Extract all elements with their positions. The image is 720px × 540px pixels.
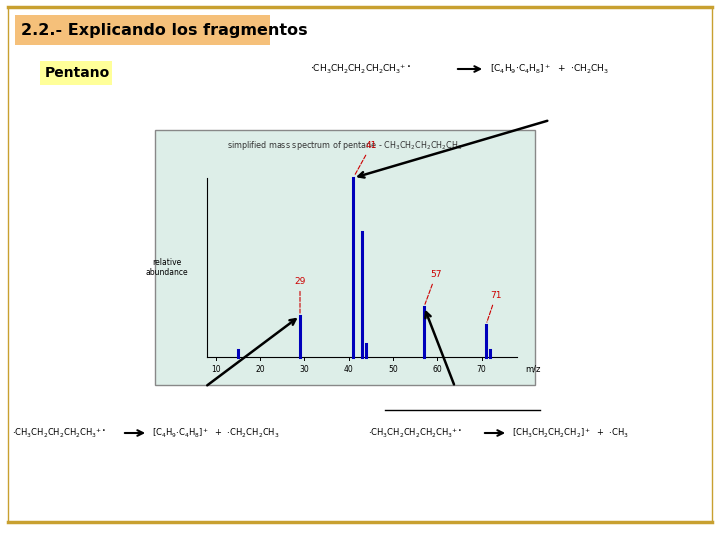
Text: 41: 41 bbox=[354, 141, 377, 176]
Text: 20: 20 bbox=[256, 365, 265, 374]
Text: [CH$_3$CH$_2$CH$_2$CH$_2$]$^+$  $+$  $\cdot$CH$_3$: [CH$_3$CH$_2$CH$_2$CH$_2$]$^+$ $+$ $\cdo… bbox=[512, 427, 629, 440]
Bar bbox=[40, 61, 112, 85]
Text: 71: 71 bbox=[487, 291, 502, 322]
Bar bbox=[155, 130, 535, 385]
Text: 40: 40 bbox=[344, 365, 354, 374]
Text: 10: 10 bbox=[211, 365, 220, 374]
Text: $\cdot$CH$_3$CH$_2$CH$_2$CH$_2$CH$_3$$^{+\bullet}$: $\cdot$CH$_3$CH$_2$CH$_2$CH$_2$CH$_3$$^{… bbox=[310, 63, 411, 76]
Text: Pentano: Pentano bbox=[45, 66, 110, 80]
Text: simplified mass spectrum of pentane - CH$_3$CH$_2$CH$_2$CH$_2$CH$_3$: simplified mass spectrum of pentane - CH… bbox=[228, 138, 463, 152]
Text: 2.2.- Explicando los fragmentos: 2.2.- Explicando los fragmentos bbox=[21, 23, 307, 37]
Text: 57: 57 bbox=[425, 270, 442, 304]
Text: 30: 30 bbox=[300, 365, 310, 374]
Text: m/z: m/z bbox=[525, 365, 541, 374]
Text: 50: 50 bbox=[388, 365, 398, 374]
Text: relative
abundance: relative abundance bbox=[145, 258, 189, 277]
Text: [C$_4$H$_9$$\cdot$C$_4$H$_8$]$^+$  $+$  $\cdot$CH$_2$CH$_3$: [C$_4$H$_9$$\cdot$C$_4$H$_8$]$^+$ $+$ $\… bbox=[490, 63, 609, 76]
Text: 29: 29 bbox=[294, 277, 306, 313]
Text: $\cdot$CH$_3$CH$_2$CH$_2$CH$_2$CH$_3$$^{+\bullet}$: $\cdot$CH$_3$CH$_2$CH$_2$CH$_2$CH$_3$$^{… bbox=[12, 427, 107, 440]
Text: 60: 60 bbox=[433, 365, 442, 374]
Text: [C$_4$H$_9$$\cdot$C$_4$H$_8$]$^+$  $+$  $\cdot$CH$_2$CH$_2$CH$_3$: [C$_4$H$_9$$\cdot$C$_4$H$_8$]$^+$ $+$ $\… bbox=[152, 427, 279, 440]
Bar bbox=[15, 15, 270, 45]
Text: $\cdot$CH$_3$CH$_2$CH$_2$CH$_2$CH$_3$$^{+\bullet}$: $\cdot$CH$_3$CH$_2$CH$_2$CH$_2$CH$_3$$^{… bbox=[368, 427, 462, 440]
Text: 70: 70 bbox=[477, 365, 487, 374]
